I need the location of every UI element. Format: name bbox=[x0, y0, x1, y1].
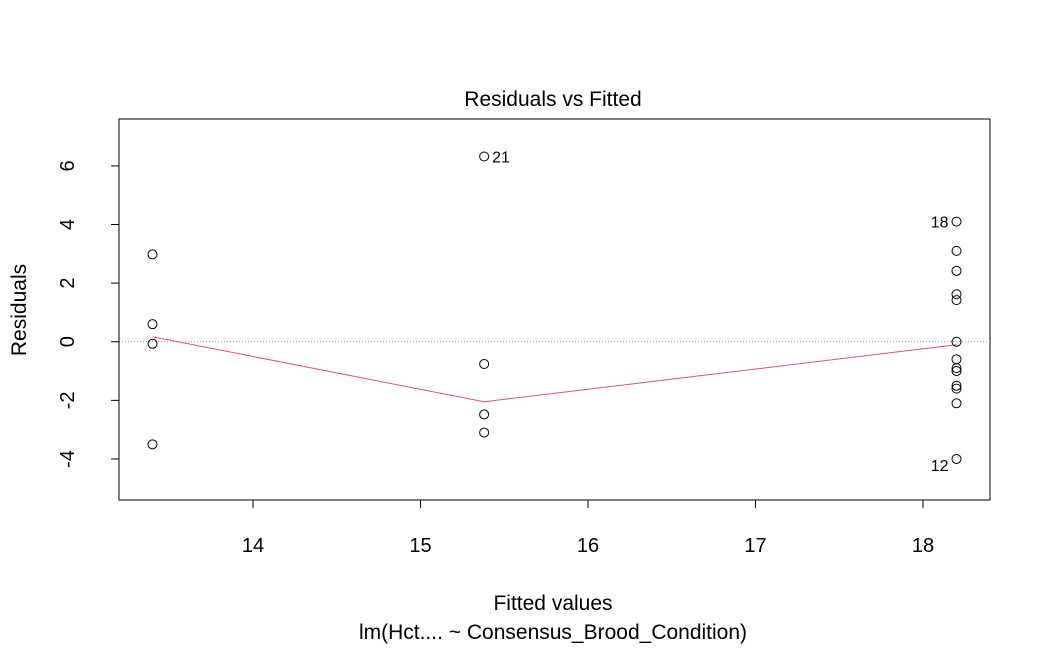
plot-frame bbox=[118, 118, 991, 501]
x-tick-label: 15 bbox=[409, 535, 431, 557]
y-tick-label: 4 bbox=[57, 219, 79, 230]
data-point bbox=[479, 359, 490, 370]
data-point bbox=[479, 151, 490, 162]
data-point bbox=[147, 338, 158, 349]
y-tick-label: 0 bbox=[57, 336, 79, 347]
data-point bbox=[951, 354, 962, 365]
y-axis-label: Residuals bbox=[8, 264, 31, 356]
y-tick-label: 6 bbox=[57, 160, 79, 171]
data-point bbox=[951, 453, 962, 464]
point-label: 18 bbox=[931, 215, 949, 232]
data-point bbox=[951, 398, 962, 409]
x-tick-label: 18 bbox=[912, 535, 934, 557]
data-point bbox=[479, 427, 490, 438]
smooth-line bbox=[152, 336, 957, 403]
x-axis-label: Fitted values bbox=[493, 592, 612, 615]
data-point bbox=[951, 295, 962, 306]
data-point bbox=[147, 439, 158, 450]
data-point bbox=[951, 245, 962, 256]
data-point bbox=[951, 336, 962, 347]
data-point bbox=[951, 216, 962, 227]
data-point bbox=[951, 380, 962, 391]
point-label: 21 bbox=[492, 150, 510, 167]
chart-subtitle: lm(Hct.... ~ Consensus_Brood_Condition) bbox=[359, 621, 747, 644]
point-label: 12 bbox=[931, 458, 949, 475]
data-point bbox=[951, 363, 962, 374]
x-tick-label: 16 bbox=[577, 535, 599, 557]
plot-area: 14 15 16 17 18 -4 -2 0 2 4 6 21 18 12 bbox=[57, 118, 991, 557]
y-tick-label: -2 bbox=[57, 391, 79, 409]
data-point bbox=[147, 249, 158, 260]
x-tick-label: 17 bbox=[744, 535, 766, 557]
data-point bbox=[951, 383, 962, 394]
data-point bbox=[951, 289, 962, 300]
x-tick-label: 14 bbox=[242, 535, 264, 557]
data-point bbox=[951, 366, 962, 377]
chart-title: Residuals vs Fitted bbox=[464, 88, 641, 111]
data-point bbox=[951, 265, 962, 276]
data-point bbox=[479, 409, 490, 420]
y-tick-label: 2 bbox=[57, 278, 79, 289]
data-point bbox=[147, 319, 158, 330]
y-tick-label: -4 bbox=[57, 450, 79, 468]
